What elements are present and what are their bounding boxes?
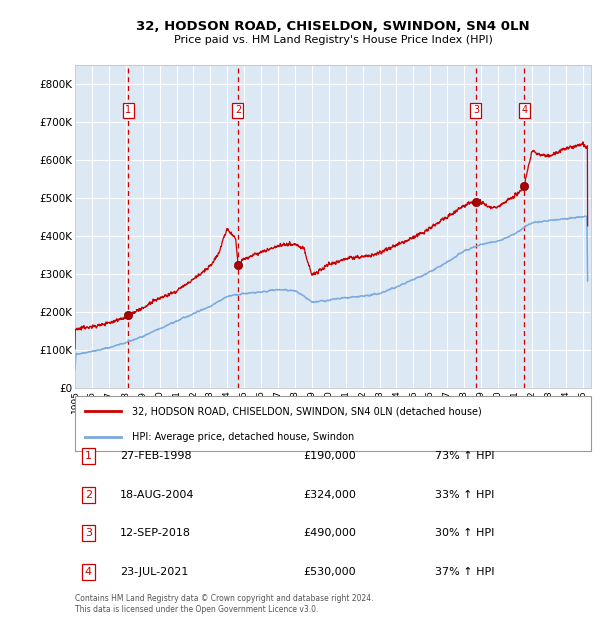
Text: 4: 4 — [85, 567, 92, 577]
Text: £190,000: £190,000 — [303, 451, 356, 461]
Text: 3: 3 — [473, 105, 479, 115]
Text: 1: 1 — [85, 451, 92, 461]
Text: 1: 1 — [125, 105, 131, 115]
Text: 3: 3 — [85, 528, 92, 538]
Text: 30% ↑ HPI: 30% ↑ HPI — [435, 528, 494, 538]
Text: Price paid vs. HM Land Registry's House Price Index (HPI): Price paid vs. HM Land Registry's House … — [173, 35, 493, 45]
Text: 4: 4 — [521, 105, 527, 115]
FancyBboxPatch shape — [75, 396, 591, 451]
Text: Contains HM Land Registry data © Crown copyright and database right 2024.
This d: Contains HM Land Registry data © Crown c… — [75, 595, 373, 614]
Text: 12-SEP-2018: 12-SEP-2018 — [120, 528, 191, 538]
Text: 32, HODSON ROAD, CHISELDON, SWINDON, SN4 0LN: 32, HODSON ROAD, CHISELDON, SWINDON, SN4… — [136, 20, 530, 33]
Text: 2: 2 — [85, 490, 92, 500]
Text: 2: 2 — [235, 105, 241, 115]
Text: 27-FEB-1998: 27-FEB-1998 — [120, 451, 191, 461]
Text: 73% ↑ HPI: 73% ↑ HPI — [435, 451, 494, 461]
Text: £530,000: £530,000 — [303, 567, 356, 577]
Text: 37% ↑ HPI: 37% ↑ HPI — [435, 567, 494, 577]
Text: 33% ↑ HPI: 33% ↑ HPI — [435, 490, 494, 500]
Text: HPI: Average price, detached house, Swindon: HPI: Average price, detached house, Swin… — [132, 432, 354, 443]
Text: 23-JUL-2021: 23-JUL-2021 — [120, 567, 188, 577]
Text: £490,000: £490,000 — [303, 528, 356, 538]
Text: 32, HODSON ROAD, CHISELDON, SWINDON, SN4 0LN (detached house): 32, HODSON ROAD, CHISELDON, SWINDON, SN4… — [132, 406, 482, 416]
Text: £324,000: £324,000 — [303, 490, 356, 500]
Text: 18-AUG-2004: 18-AUG-2004 — [120, 490, 194, 500]
